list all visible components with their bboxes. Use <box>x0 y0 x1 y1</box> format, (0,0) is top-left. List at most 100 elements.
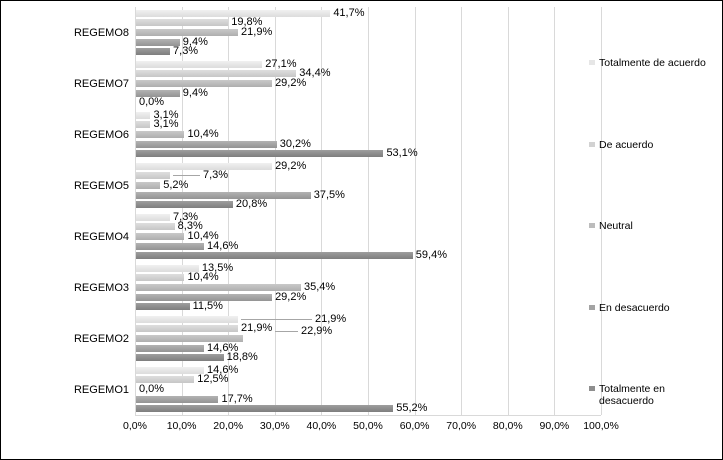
bar-value-label: 30,2% <box>279 137 311 150</box>
label-leader-line <box>275 331 298 332</box>
bar-value-label: 53,1% <box>386 147 418 160</box>
category-label: REGEMO7 <box>73 77 129 90</box>
x-axis-tick-label: 40,0% <box>306 420 337 432</box>
gridline-vertical <box>228 7 230 415</box>
bar-value-label: 17,7% <box>221 392 253 405</box>
bar-regemo1-s4 <box>136 395 219 403</box>
bar-regemo7-s3 <box>136 80 273 87</box>
label-leader-line <box>173 175 200 177</box>
category-label: REGEMO6 <box>73 128 129 141</box>
bar-value-label: 21,9% <box>315 312 347 325</box>
legend-label: En desacuerdo <box>599 301 670 314</box>
bar-value-label: 29,2% <box>275 159 307 172</box>
bar-regemo5-s3 <box>136 182 161 189</box>
bar-regemo2-s3 <box>136 335 243 342</box>
bar-value-label: 0,0% <box>139 383 165 395</box>
bar-regemo1-s1 <box>136 366 205 374</box>
legend-swatch-icon <box>589 223 595 229</box>
bar-regemo3-s2 <box>136 274 185 282</box>
legend-swatch-icon <box>589 386 595 392</box>
bar-regemo8-s5 <box>136 48 171 56</box>
category-label: REGEMO4 <box>73 230 129 243</box>
bar-value-label: 3,1% <box>153 118 179 131</box>
bar-value-label: 14,6% <box>207 341 239 354</box>
category-axis-line <box>135 415 601 416</box>
x-axis-tick-label: 50,0% <box>353 420 383 432</box>
bar-regemo4-s1 <box>136 213 171 221</box>
bar-value-label: 20,8% <box>235 198 268 211</box>
bar-regemo1-s5 <box>136 405 394 413</box>
bar-regemo3-s3 <box>136 284 301 291</box>
legend-swatch-icon <box>589 304 595 310</box>
bar-regemo2-s5 <box>136 354 224 362</box>
bar-regemo8-s4 <box>136 38 180 46</box>
bar-value-label: 9,4% <box>182 35 208 48</box>
bar-value-label: 7,3% <box>173 210 199 223</box>
bar-regemo8-s3 <box>136 29 239 36</box>
label-leader-line <box>241 318 312 320</box>
legend-swatch-icon <box>589 141 595 147</box>
bar-regemo5-s4 <box>136 191 311 199</box>
legend-label: Neutral <box>599 220 633 233</box>
bar-regemo8-s1 <box>136 9 331 17</box>
category-label: REGEMO2 <box>73 332 129 345</box>
bar-regemo5-s2 <box>136 172 171 180</box>
bar-value-label: 9,4% <box>182 86 208 99</box>
bar-regemo7-s1 <box>136 60 263 68</box>
bar-value-label: 0,0% <box>139 96 165 109</box>
legend-swatch-icon <box>589 60 595 65</box>
legend-item-1: Totalmente de acuerdo <box>589 57 706 69</box>
bar-regemo1-s2 <box>136 376 195 384</box>
bar-value-label: 5,2% <box>163 179 189 191</box>
bar-value-label: 7,3% <box>173 45 199 58</box>
value-axis-line <box>135 7 136 415</box>
bar-value-label: 10,4% <box>187 230 219 242</box>
legend-label: Totalmente de acuerdo <box>599 57 706 69</box>
bar-value-label: 18,8% <box>226 351 258 364</box>
x-axis-tick-label: 90,0% <box>539 420 570 432</box>
gridline-vertical <box>507 7 509 415</box>
bar-regemo3-s5 <box>136 303 190 311</box>
bar-value-label: 13,5% <box>201 261 234 274</box>
x-axis-tick-label: 80,0% <box>492 420 523 432</box>
bar-value-label: 34,4% <box>299 67 331 80</box>
bar-regemo5-s5 <box>136 201 233 209</box>
gridline-vertical <box>274 7 276 415</box>
bar-regemo2-s2 <box>136 325 239 333</box>
bar-value-label: 55,2% <box>396 402 428 415</box>
bar-value-label: 3,1% <box>153 108 179 121</box>
bar-regemo5-s1 <box>136 162 273 170</box>
bar-regemo4-s4 <box>136 242 205 250</box>
bar-regemo6-s5 <box>136 150 384 158</box>
bar-value-label: 37,5% <box>313 188 345 201</box>
bar-value-label: 21,9% <box>241 26 273 38</box>
x-axis-tick-label: 30,0% <box>259 420 290 432</box>
legend-label: Totalmente en desacuerdo <box>599 383 665 408</box>
bar-value-label: 59,4% <box>415 249 447 262</box>
x-axis-tick-label: 100,0% <box>583 420 619 432</box>
bar-value-label: 41,7% <box>333 6 365 19</box>
bar-value-label: 21,9% <box>241 322 273 335</box>
x-axis-tick-label: 70,0% <box>446 420 477 432</box>
category-label: REGEMO8 <box>73 26 129 39</box>
bar-value-label: 7,3% <box>203 169 229 182</box>
bar-regemo4-s3 <box>136 233 185 240</box>
x-axis-tick-label: 0,0% <box>123 420 147 432</box>
category-label: REGEMO3 <box>73 281 129 294</box>
gridline-vertical <box>414 7 416 415</box>
gridline-vertical <box>181 7 183 415</box>
category-label: REGEMO1 <box>73 383 129 396</box>
bar-regemo4-s2 <box>136 223 175 231</box>
bar-value-label: 22,9% <box>301 325 333 337</box>
bar-value-label: 14,6% <box>207 239 239 252</box>
gridline-vertical <box>368 7 369 415</box>
x-axis-tick-label: 20,0% <box>213 420 244 432</box>
bar-regemo2-s4 <box>136 344 205 352</box>
gridline-vertical <box>601 7 602 415</box>
bar-value-label: 29,2% <box>275 77 307 89</box>
legend-item-3: Neutral <box>589 220 633 232</box>
bar-value-label: 11,5% <box>192 300 223 313</box>
bar-regemo8-s2 <box>136 19 229 27</box>
legend-item-5: Totalmente en desacuerdo <box>589 383 665 407</box>
bar-regemo6-s1 <box>136 111 151 119</box>
